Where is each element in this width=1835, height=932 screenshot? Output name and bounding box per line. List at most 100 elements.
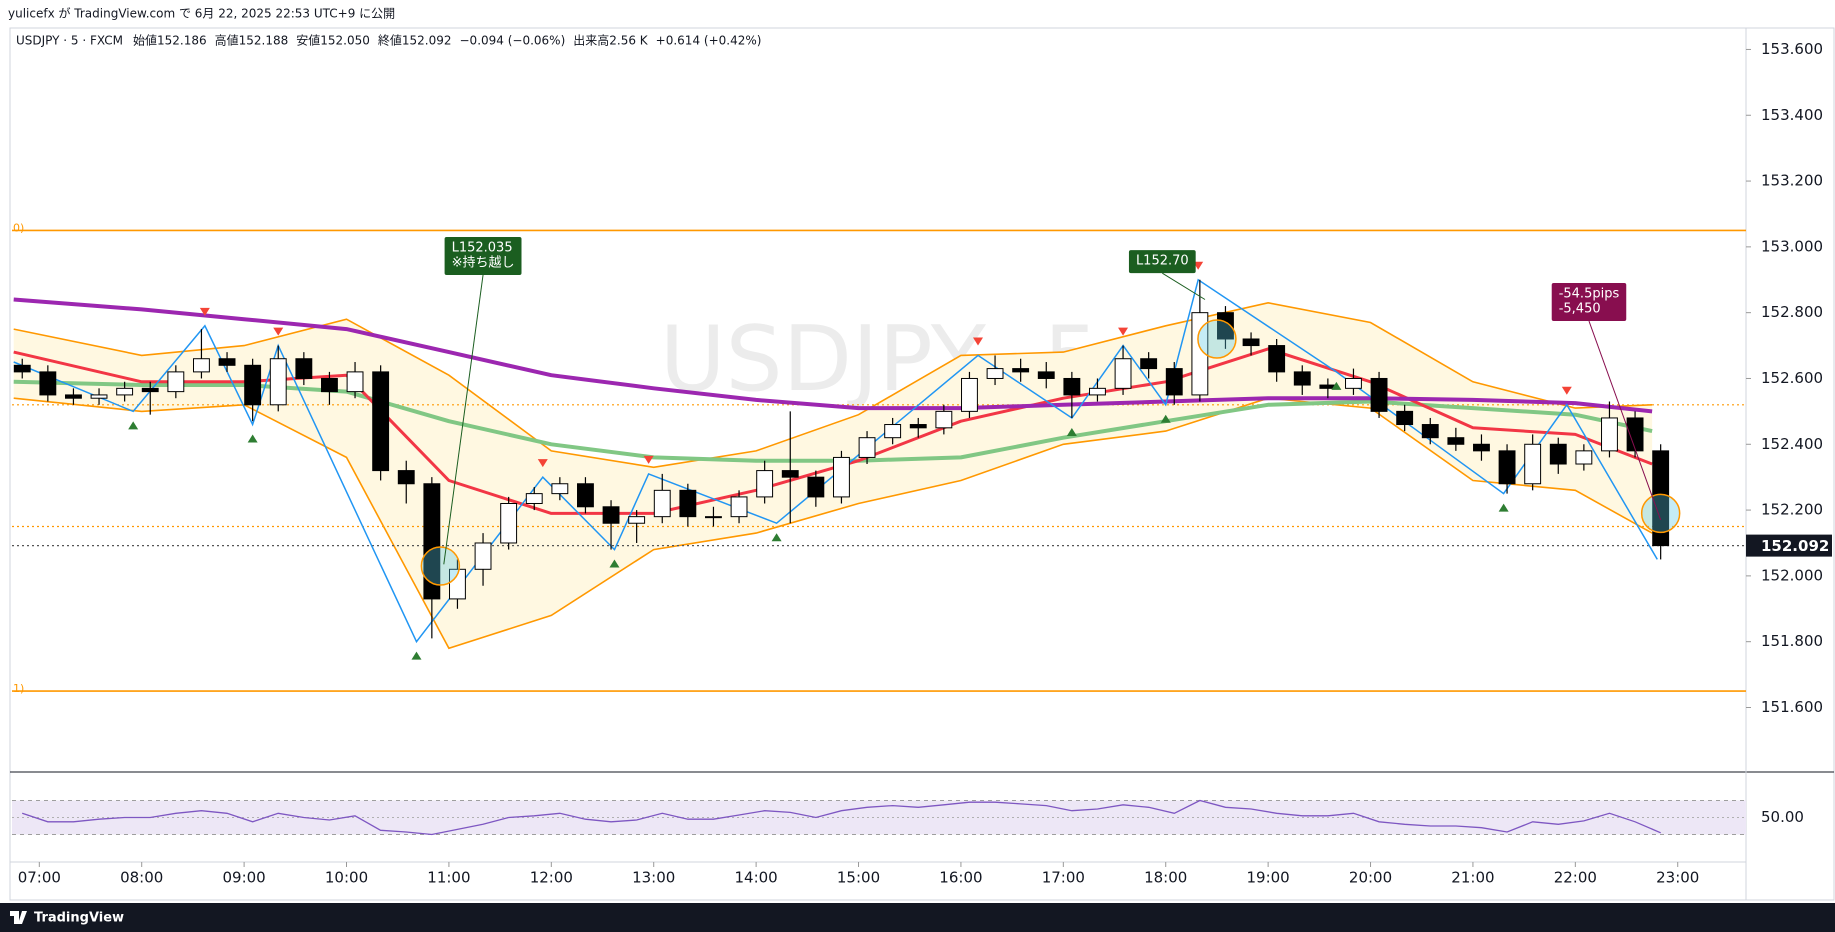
candle-body — [705, 516, 722, 519]
pivot-low — [128, 421, 139, 430]
annotation: L152.70 — [1128, 250, 1206, 300]
pivot-low — [609, 559, 620, 568]
pivot-low — [771, 533, 782, 542]
annotation-pointer — [1588, 320, 1662, 521]
candle-body — [269, 358, 287, 406]
candle-body — [577, 483, 594, 508]
x-tick-label: 12:00 — [530, 869, 573, 887]
pivot-high — [1561, 386, 1572, 395]
pivot-low — [1498, 503, 1509, 512]
candle-body — [1626, 417, 1644, 452]
candle-body — [90, 394, 108, 399]
annotation-pointer — [443, 274, 484, 565]
price-tag — [1746, 534, 1832, 557]
candle-body — [1549, 443, 1567, 465]
plot: USDJPY, 5 — [12, 229, 1746, 692]
x-tick-label: 11:00 — [427, 869, 470, 887]
legend-symbol: USDJPY · 5 · FXCM — [16, 34, 123, 48]
legend-item: 安値152.050 — [296, 33, 370, 48]
candle-body — [551, 483, 569, 495]
candle-body — [1447, 437, 1465, 445]
y-tick-label: 152.800 — [1761, 303, 1823, 321]
x-tick-label: 21:00 — [1451, 869, 1494, 887]
candle-body — [244, 364, 262, 406]
x-tick-label: 18:00 — [1144, 869, 1187, 887]
candle-body — [833, 456, 850, 498]
candle-body — [295, 358, 313, 379]
pivot-low — [247, 434, 258, 443]
candle-body — [909, 424, 927, 429]
candle-body — [807, 476, 825, 498]
candle-body — [1063, 377, 1081, 396]
x-tick-label: 20:00 — [1349, 869, 1392, 887]
x-tick-label: 08:00 — [120, 869, 163, 887]
bollinger-upper — [13, 301, 1653, 469]
candle-body — [1037, 371, 1055, 379]
candle-body — [1524, 443, 1542, 485]
candle-body — [1345, 377, 1362, 389]
x-tick-label: 15:00 — [837, 869, 880, 887]
y-tick-label: 153.000 — [1761, 237, 1823, 255]
legend: USDJPY · 5 · FXCM 始値152.186 高値152.188 安値152… — [16, 33, 761, 48]
moving-average — [13, 297, 1653, 414]
candle-body — [602, 506, 620, 524]
candle-body — [781, 470, 799, 478]
pivot-high — [273, 327, 284, 336]
pivot-high — [199, 307, 210, 316]
highlight — [1640, 493, 1681, 534]
legend-item: −0.094 (−0.06%) — [460, 34, 566, 48]
publish-info: yulicefx が TradingView.com で 6月 22, 2025… — [8, 6, 395, 21]
candle-body — [167, 371, 185, 393]
x-tick-label: 22:00 — [1554, 869, 1597, 887]
candle-body — [1089, 387, 1106, 396]
candle-body — [1242, 338, 1260, 347]
candle-body — [13, 364, 31, 373]
candle-body — [858, 437, 876, 458]
candle-body — [1165, 368, 1183, 396]
y-tick-label: 152.400 — [1761, 435, 1823, 453]
annotation: L152.035※持ち越し — [443, 236, 522, 565]
annotation-text: -5,450 — [1559, 302, 1601, 317]
candle-body — [423, 483, 441, 600]
y-tick-label: 151.800 — [1761, 632, 1823, 650]
candle-body — [1421, 424, 1439, 439]
candle-body — [1293, 371, 1311, 386]
x-tick-label: 07:00 — [18, 869, 61, 887]
rsi-tick-label: 50.00 — [1761, 808, 1804, 826]
legend-item: 始値152.186 — [133, 33, 207, 48]
candle-body — [372, 371, 390, 472]
candle-body — [449, 568, 466, 600]
annotation: -54.5pips-5,450 — [1551, 283, 1662, 521]
pivot-low — [1066, 427, 1077, 436]
annotation-box — [1128, 250, 1196, 274]
pivot-low — [1160, 414, 1171, 423]
annotation-text: ※持ち越し — [452, 255, 515, 270]
pivot-high — [1118, 327, 1129, 336]
candle-body — [1473, 443, 1490, 452]
pivot-low — [411, 651, 422, 660]
footer-bar — [0, 903, 1835, 932]
level-label: 0) — [13, 221, 24, 234]
pivot-high — [537, 459, 548, 468]
price-tag-label: 152.092 — [1761, 537, 1829, 555]
level-label: 1) — [13, 682, 24, 695]
footer-brand: TradingView — [34, 911, 124, 926]
y-tick-label: 151.600 — [1761, 698, 1823, 716]
candle-body — [730, 496, 748, 518]
pivot-high — [972, 337, 983, 346]
x-tick-label: 10:00 — [325, 869, 368, 887]
candle-body — [474, 542, 492, 570]
candle-body — [1370, 377, 1388, 412]
candle-body — [218, 358, 236, 366]
footer-logo — [10, 911, 27, 924]
x-tick-label: 09:00 — [222, 869, 265, 887]
rsi-line — [21, 799, 1661, 836]
candle-body — [397, 470, 415, 485]
y-tick-label: 153.400 — [1761, 106, 1823, 124]
x-tick-label: 13:00 — [632, 869, 675, 887]
pivot-low — [1331, 381, 1342, 390]
candle-body — [346, 371, 364, 393]
x-tick-label: 23:00 — [1656, 869, 1699, 887]
